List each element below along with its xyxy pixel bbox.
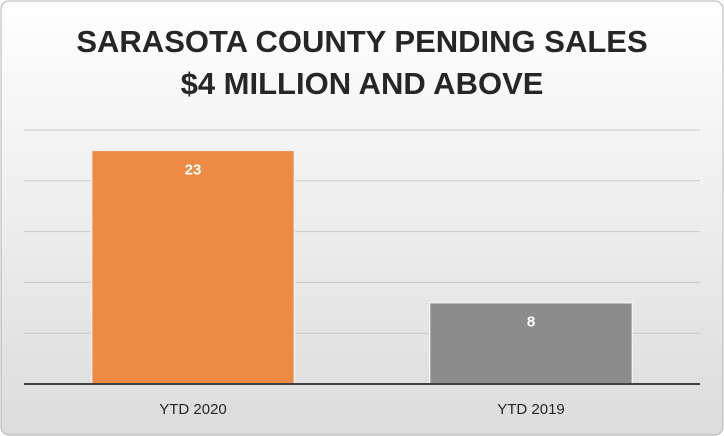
value-label: 8 [527, 314, 535, 331]
bar [428, 301, 634, 385]
value-label: 23 [185, 161, 202, 178]
bar [90, 149, 296, 385]
x-tick-label: YTD 2019 [497, 401, 565, 418]
x-tick-label: YTD 2020 [159, 401, 227, 418]
chart-title: $4 MILLION AND ABOVE [181, 66, 544, 101]
chart-title: SARASOTA COUNTY PENDING SALES [76, 24, 647, 59]
